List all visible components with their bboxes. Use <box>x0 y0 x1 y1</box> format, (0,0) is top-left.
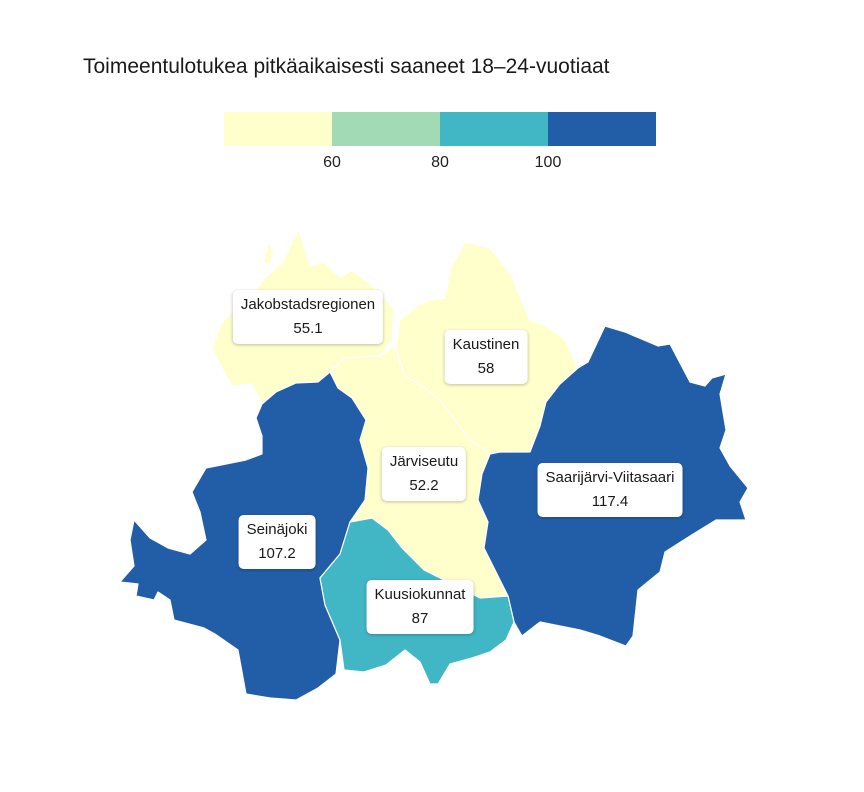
region-label-kuusiokunnat: Kuusiokunnat 87 <box>367 580 474 634</box>
region-name: Seinäjoki <box>247 518 308 542</box>
region-value: 107.2 <box>247 542 308 566</box>
region-value: 58 <box>453 357 520 381</box>
region-name: Kuusiokunnat <box>375 583 466 607</box>
region-name: Kaustinen <box>453 333 520 357</box>
region-value: 55.1 <box>241 317 375 341</box>
region-label-saarijarvi-viitasaari: Saarijärvi-Viitasaari 117.4 <box>538 463 683 517</box>
region-label-seinajoki: Seinäjoki 107.2 <box>239 515 316 569</box>
region-value: 52.2 <box>390 474 458 498</box>
region-value: 117.4 <box>546 490 675 514</box>
region-name: Saarijärvi-Viitasaari <box>546 466 675 490</box>
region-label-kaustinen: Kaustinen 58 <box>445 330 528 384</box>
region-label-jakobstadsregionen: Jakobstadsregionen 55.1 <box>233 290 383 344</box>
region-value: 87 <box>375 607 466 631</box>
region-name: Järviseutu <box>390 450 458 474</box>
region-name: Jakobstadsregionen <box>241 293 375 317</box>
region-label-jarviseutu: Järviseutu 52.2 <box>382 447 466 501</box>
